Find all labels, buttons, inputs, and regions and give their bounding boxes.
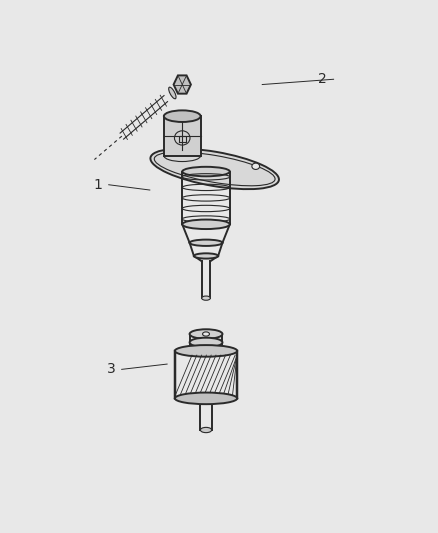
Ellipse shape	[201, 427, 212, 433]
Ellipse shape	[175, 393, 237, 404]
Text: 3: 3	[106, 362, 115, 376]
Ellipse shape	[150, 149, 279, 189]
Ellipse shape	[169, 87, 176, 99]
Ellipse shape	[182, 167, 230, 176]
Polygon shape	[164, 116, 201, 156]
Text: 2: 2	[318, 72, 327, 86]
Polygon shape	[173, 75, 191, 94]
Ellipse shape	[194, 253, 218, 259]
Ellipse shape	[182, 220, 230, 229]
Ellipse shape	[190, 329, 223, 339]
Ellipse shape	[190, 240, 223, 246]
Ellipse shape	[164, 110, 201, 122]
Ellipse shape	[190, 338, 223, 347]
Text: 1: 1	[93, 177, 102, 192]
Ellipse shape	[252, 163, 260, 169]
Ellipse shape	[202, 296, 210, 300]
Ellipse shape	[175, 345, 237, 357]
Ellipse shape	[202, 332, 209, 336]
